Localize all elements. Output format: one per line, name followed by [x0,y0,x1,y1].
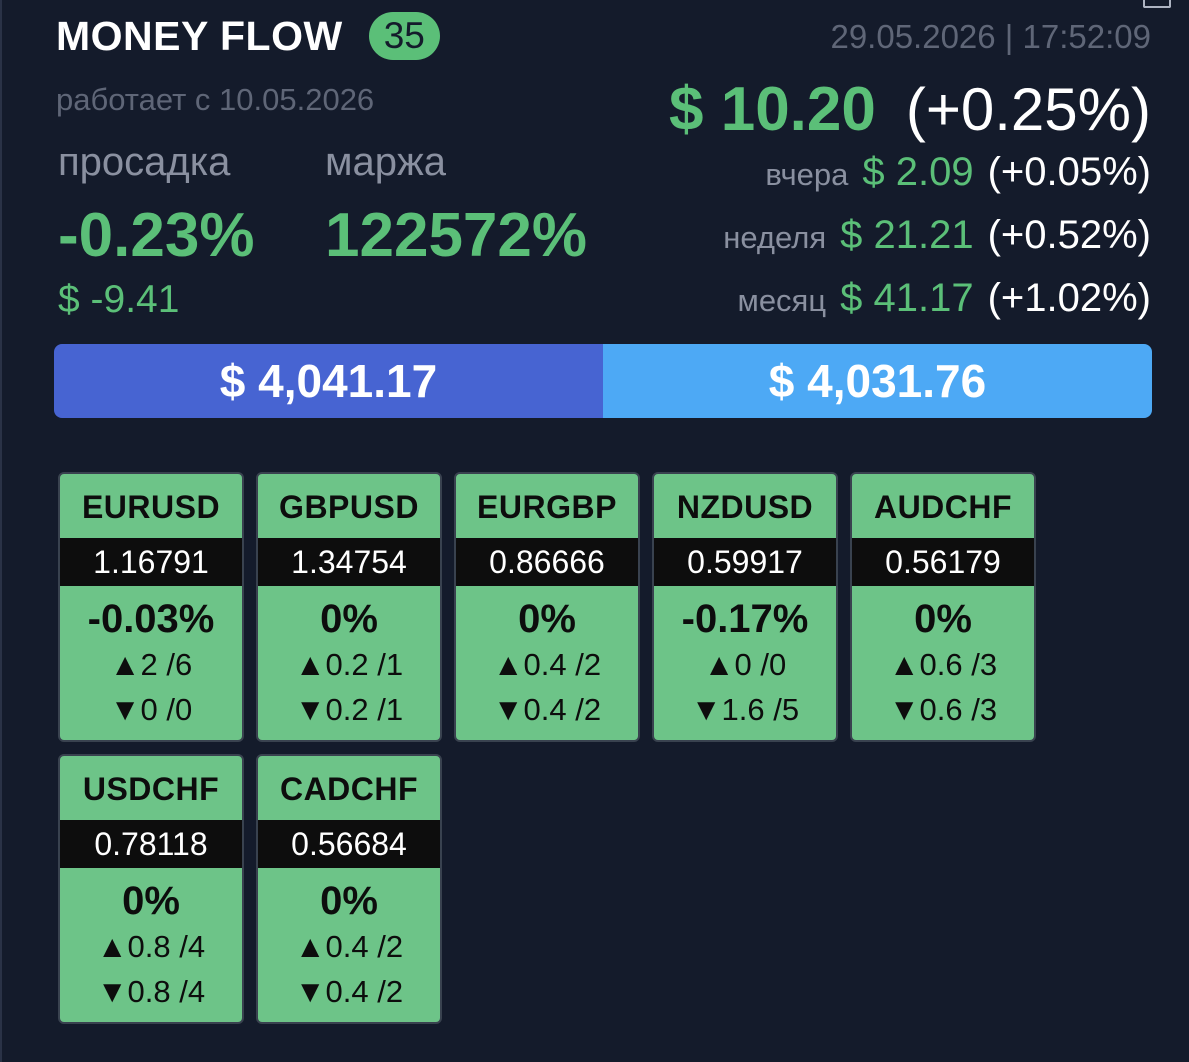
pair-change: 0% [320,879,378,923]
margin-label: маржа [325,140,446,184]
pair-price: 0.59917 [654,538,836,586]
pair-down-stats: ▼0 /0 [109,692,193,727]
period-percent: (+0.52%) [987,213,1151,257]
profit-percent: (+0.25%) [905,76,1151,143]
drawdown-value: -0.23% [58,201,255,270]
pair-card-eurgbp[interactable]: EURGBP 0.86666 0% ▲0.4 /2 ▼0.4 /2 [454,472,640,742]
datetime: 29.05.2026 | 17:52:09 [830,18,1151,55]
pair-symbol: AUDCHF [873,489,1013,525]
pair-symbol: NZDUSD [676,489,814,525]
pair-up-stats: ▲2 /6 [109,647,193,682]
pair-price: 1.34754 [258,538,440,586]
period-amount: $ 21.21 [840,213,974,257]
period-label: вчера [765,157,849,192]
pair-change: -0.03% [87,597,215,641]
pair-card-audchf[interactable]: AUDCHF 0.56179 0% ▲0.6 /3 ▼0.6 /3 [850,472,1036,742]
pair-up-stats: ▲0.4 /2 [294,929,404,964]
pair-up-stats: ▲0.8 /4 [96,929,206,964]
pair-symbol: EURUSD [81,489,221,525]
pair-down-stats: ▼0.4 /2 [294,974,404,1009]
profit-month-row: месяц $ 41.17 (+1.02%) [738,276,1152,321]
balance-value: $ 4,041.17 [54,344,603,418]
pair-down-stats: ▼0.4 /2 [492,692,602,727]
pair-price: 0.56179 [852,538,1034,586]
period-label: месяц [737,283,827,318]
drawdown-money: $ -9.41 [58,278,180,321]
profit-yesterday-row: вчера $ 2.09 (+0.05%) [765,150,1151,195]
pair-card-cadchf[interactable]: CADCHF 0.56684 0% ▲0.4 /2 ▼0.4 /2 [256,754,442,1024]
pair-symbol: USDCHF [82,771,220,807]
since-date: работает с 10.05.2026 [56,82,375,117]
period-amount: $ 2.09 [862,150,974,194]
pair-up-stats: ▲0 /0 [703,647,787,682]
pair-change: -0.17% [681,597,809,641]
pair-change: 0% [122,879,180,923]
pair-symbol: GBPUSD [279,489,419,525]
pair-card-nzdusd[interactable]: NZDUSD 0.59917 -0.17% ▲0 /0 ▼1.6 /5 [652,472,838,742]
app-title: MONEY FLOW [56,12,343,59]
pair-price: 0.56684 [258,820,440,868]
pair-card-usdchf[interactable]: USDCHF 0.78118 0% ▲0.8 /4 ▼0.8 /4 [58,754,244,1024]
pair-up-stats: ▲0.2 /1 [294,647,404,682]
pair-down-stats: ▼0.2 /1 [294,692,404,727]
pair-change: 0% [518,597,576,641]
profit-today: $ 10.20 (+0.25%) [669,74,1151,145]
pair-symbol: EURGBP [477,489,617,525]
period-percent: (+0.05%) [987,150,1151,194]
period-label: неделя [723,220,827,255]
pair-change: 0% [914,597,972,641]
pair-card-gbpusd[interactable]: GBPUSD 1.34754 0% ▲0.2 /1 ▼0.2 /1 [256,472,442,742]
pair-price: 0.86666 [456,538,638,586]
period-percent: (+1.02%) [987,276,1151,320]
balance-bar: $ 4,041.17 $ 4,031.76 [54,344,1152,418]
pair-up-stats: ▲0.4 /2 [492,647,602,682]
pair-change: 0% [320,597,378,641]
title-row: MONEY FLOW 35 [56,12,440,60]
pair-up-stats: ▲0.6 /3 [888,647,998,682]
window-corner-icon[interactable] [1143,0,1171,8]
profit-amount: $ 10.20 [669,75,876,144]
profit-week-row: неделя $ 21.21 (+0.52%) [723,213,1151,258]
drawdown-label: просадка [58,140,231,184]
pair-down-stats: ▼0.8 /4 [96,974,206,1009]
pair-down-stats: ▼1.6 /5 [690,692,800,727]
pair-card-eurusd[interactable]: EURUSD 1.16791 -0.03% ▲2 /6 ▼0 /0 [58,472,244,742]
equity-value: $ 4,031.76 [603,344,1152,418]
period-amount: $ 41.17 [840,276,974,320]
pair-down-stats: ▼0.6 /3 [888,692,998,727]
margin-value: 122572% [325,201,588,270]
pair-price: 0.78118 [60,820,242,868]
pair-symbol: CADCHF [279,771,419,807]
left-edge-divider [0,0,2,1062]
count-badge: 35 [368,12,440,60]
pair-price: 1.16791 [60,538,242,586]
